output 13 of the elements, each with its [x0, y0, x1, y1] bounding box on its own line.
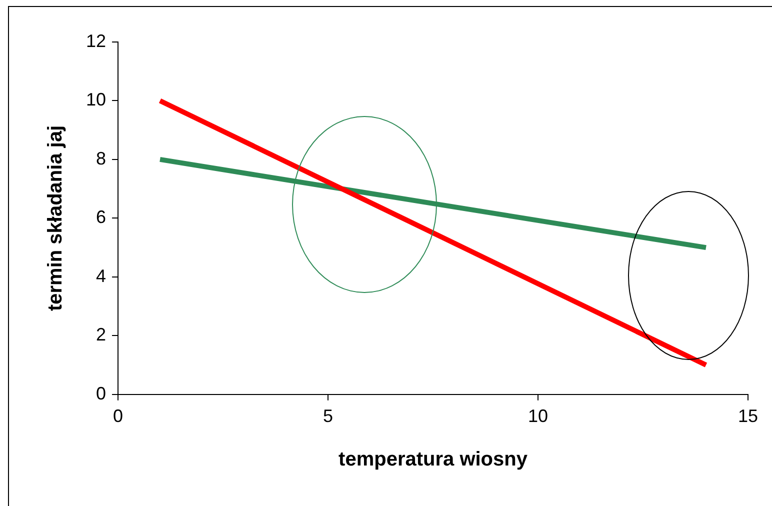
y-tick-label: 10 [86, 90, 106, 110]
y-tick-label: 2 [96, 324, 106, 345]
y-tick-label: 8 [96, 148, 106, 168]
y-tick-label: 4 [96, 266, 106, 286]
x-tick-label: 15 [738, 406, 758, 426]
x-tick-label: 10 [528, 406, 548, 426]
y-tick-label: 0 [96, 383, 106, 404]
x-tick-label: 0 [113, 406, 124, 426]
y-tick-label: 6 [96, 207, 106, 228]
x-axis-title: temperatura wiosny [338, 448, 528, 471]
x-tick-label: 5 [323, 406, 334, 426]
y-tick-label: 12 [86, 30, 106, 51]
y-axis-title: termin składania jaj [44, 125, 67, 312]
